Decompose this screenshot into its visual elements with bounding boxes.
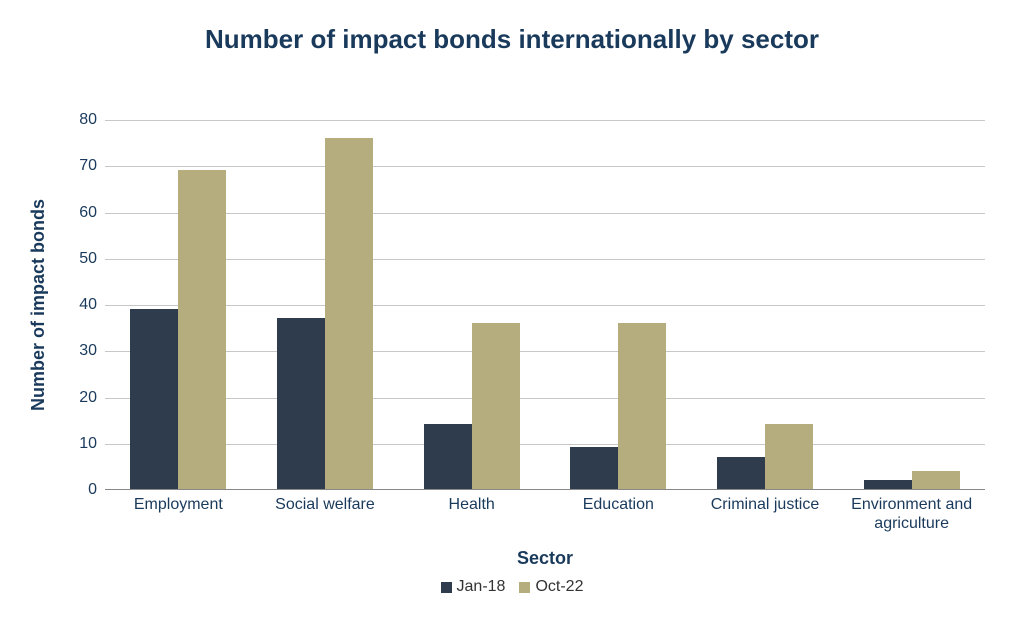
y-tick: 60 — [65, 204, 97, 222]
legend-label: Jan-18 — [457, 578, 506, 596]
bar — [130, 309, 178, 489]
gridline — [105, 166, 985, 167]
gridline — [105, 351, 985, 352]
bar — [424, 424, 472, 489]
bar — [570, 447, 618, 489]
y-tick: 0 — [65, 481, 97, 499]
bar — [325, 138, 373, 490]
category-label: Criminal justice — [692, 495, 839, 514]
legend-item: Jan-18 — [441, 578, 506, 596]
gridline — [105, 305, 985, 306]
gridline — [105, 120, 985, 121]
gridline — [105, 398, 985, 399]
y-tick: 30 — [65, 342, 97, 360]
y-tick: 10 — [65, 435, 97, 453]
chart-container: Number of impact bonds internationally b… — [0, 0, 1024, 631]
y-tick: 20 — [65, 389, 97, 407]
bar — [912, 471, 960, 490]
x-axis-label: Sector — [105, 548, 985, 569]
y-tick: 40 — [65, 296, 97, 314]
bar — [765, 424, 813, 489]
chart-title: Number of impact bonds internationally b… — [0, 24, 1024, 55]
bar — [472, 323, 520, 490]
gridline — [105, 444, 985, 445]
category-label: Education — [545, 495, 692, 514]
legend-label: Oct-22 — [535, 578, 583, 596]
plot-area: 01020304050607080 — [105, 120, 985, 490]
bar — [178, 170, 226, 489]
category-label: Employment — [105, 495, 252, 514]
category-label: Social welfare — [252, 495, 399, 514]
legend: Jan-18 Oct-22 — [0, 578, 1024, 596]
bar — [277, 318, 325, 489]
legend-swatch — [441, 582, 452, 593]
y-axis-label: Number of impact bonds — [28, 120, 49, 490]
legend-item: Oct-22 — [519, 578, 583, 596]
y-tick: 50 — [65, 250, 97, 268]
gridline — [105, 213, 985, 214]
y-tick: 70 — [65, 157, 97, 175]
category-label: Environment andagriculture — [838, 495, 985, 533]
category-label: Health — [398, 495, 545, 514]
bar — [864, 480, 912, 489]
bar — [717, 457, 765, 489]
legend-swatch — [519, 582, 530, 593]
bar — [618, 323, 666, 490]
gridline — [105, 259, 985, 260]
y-tick: 80 — [65, 111, 97, 129]
